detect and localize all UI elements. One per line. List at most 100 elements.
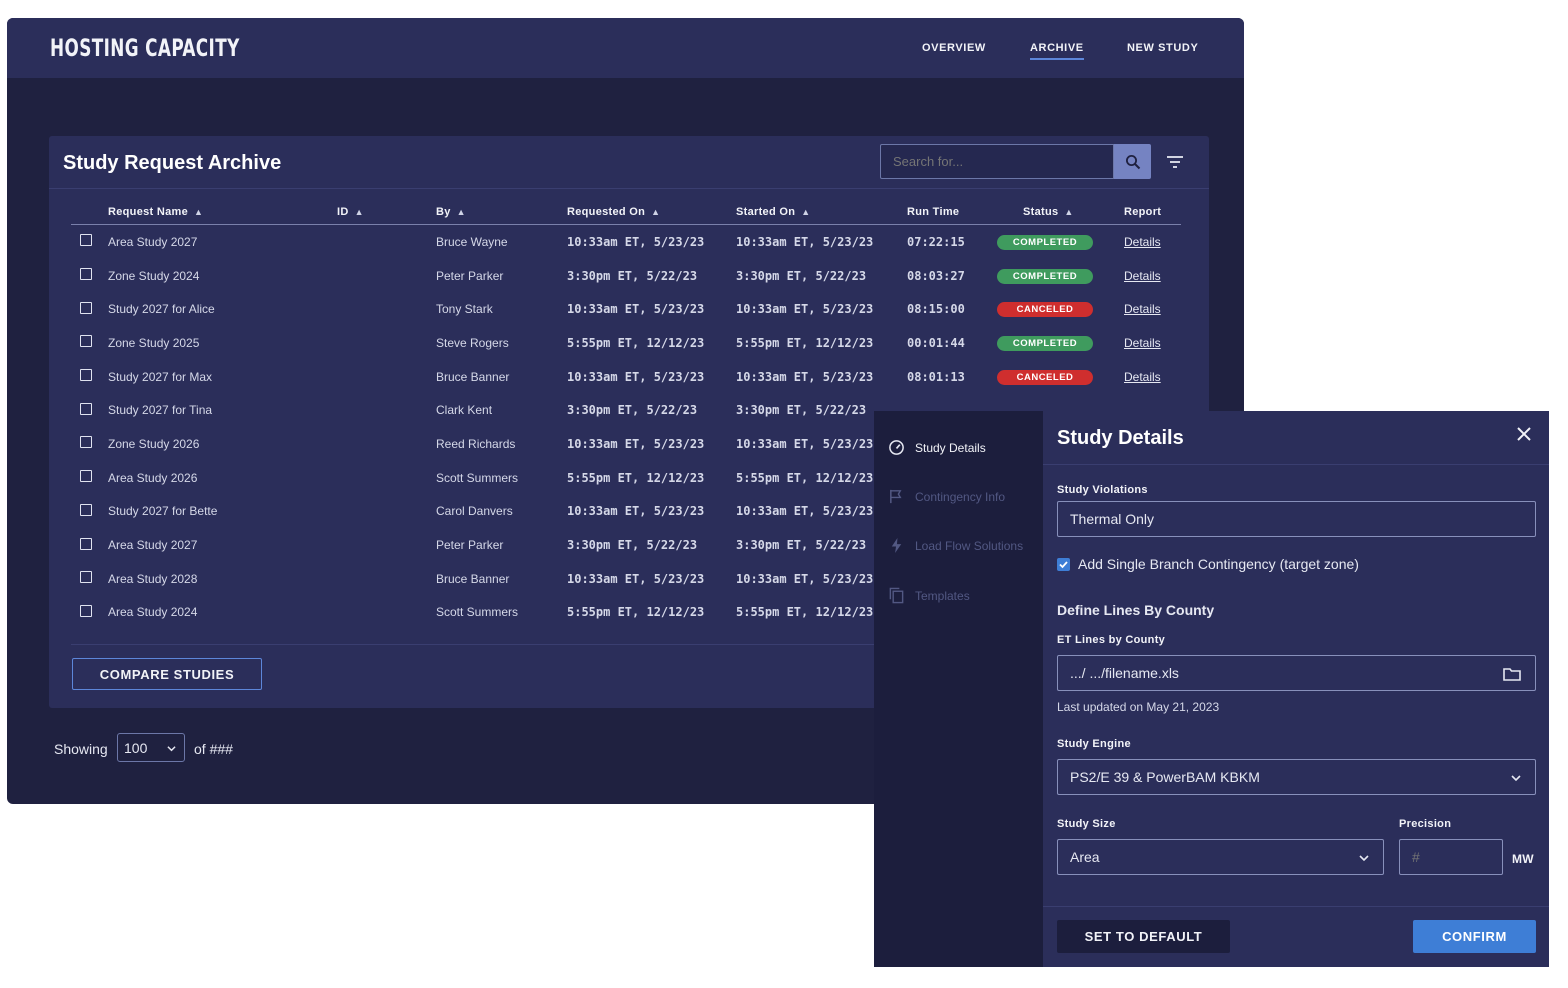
last-updated-text: Last updated on May 21, 2023 [1057,700,1220,714]
nav-new-study[interactable]: NEW STUDY [1127,42,1199,54]
table-row[interactable]: Area Study 2026 Scott Summers 5:55pm ET, 1… [71,461,1181,495]
details-link[interactable]: Details [1124,268,1161,283]
confirm-button[interactable]: CONFIRM [1413,920,1536,953]
close-icon[interactable] [1515,425,1533,443]
cell-by: Carol Danvers [436,504,513,519]
cell-by: Bruce Wayne [436,234,508,249]
modal-nav-load-flow-solutions[interactable]: Load Flow Solutions [888,537,1023,554]
gauge-icon [889,440,904,455]
table-row[interactable]: Zone Study 2024 Peter Parker 3:30pm ET, 5/… [71,259,1181,293]
row-checkbox[interactable] [80,436,92,449]
details-link[interactable]: Details [1124,369,1161,384]
cell-by: Scott Summers [436,470,519,485]
page-size-select[interactable]: 100 [117,733,185,762]
cell-requested-on: 10:33am ET, 5/23/23 [567,369,705,384]
sort-icon: ▲︎ [651,207,661,218]
col-by[interactable]: By ▲︎ [436,200,567,225]
archive-title: Study Request Archive [63,152,282,174]
row-checkbox[interactable] [80,537,92,550]
precision-unit: MW [1512,852,1534,866]
cell-requested-on: 5:55pm ET, 12/12/23 [567,605,705,620]
cell-status: CANCELED [997,292,1124,326]
row-checkbox[interactable] [80,234,92,247]
details-link[interactable]: Details [1124,335,1161,350]
copy-icon [889,587,904,604]
row-checkbox[interactable] [80,402,92,415]
table-row[interactable]: Area Study 2027 Peter Parker 3:30pm ET, 5/… [71,528,1181,562]
cell-requested-on: 10:33am ET, 5/23/23 [567,504,705,519]
set-to-default-button[interactable]: SET TO DEFAULT [1057,920,1230,953]
status-badge: COMPLETED [997,268,1093,284]
bolt-icon [891,537,902,554]
col-started-on[interactable]: Started On ▲︎ [736,200,907,225]
row-checkbox[interactable] [80,571,92,584]
row-checkbox[interactable] [80,369,92,382]
nav-archive[interactable]: ARCHIVE [1030,42,1084,60]
table-row[interactable]: Area Study 2028 Bruce Banner 10:33am ET, 5… [71,562,1181,596]
study-engine-select[interactable]: PS2/E 39 & PowerBAM KBKM [1057,759,1536,795]
col-run-time: Run Time [907,200,997,225]
define-lines-title: Define Lines By County [1057,602,1215,618]
search-button[interactable] [1114,144,1151,179]
modal-nav-study-details[interactable]: Study Details [888,439,986,456]
cell-run-time: 08:15:00 [907,302,965,317]
modal-nav-templates[interactable]: Templates [888,587,970,604]
single-branch-checkbox[interactable]: Add Single Branch Contingency (target zo… [1057,556,1359,572]
table-row[interactable]: Study 2027 for Alice Tony Stark 10:33am ET… [71,292,1181,326]
col-report: Report [1124,200,1181,225]
table-row[interactable]: Area Study 2024 Scott Summers 5:55pm ET, 1… [71,596,1181,630]
cell-requested-on: 10:33am ET, 5/23/23 [567,234,705,249]
cell-run-time: 07:22:15 [907,234,965,249]
table-row[interactable]: Study 2027 for Max Bruce Banner 10:33am ET… [71,360,1181,394]
cell-run-time: 08:03:27 [907,268,965,283]
col-requested-on[interactable]: Requested On ▲︎ [567,200,736,225]
row-checkbox[interactable] [80,604,92,617]
row-checkbox[interactable] [80,335,92,348]
col-status[interactable]: Status ▲︎ [997,200,1124,225]
row-checkbox[interactable] [80,301,92,314]
row-checkbox[interactable] [80,268,92,281]
table-row[interactable]: Zone Study 2025 Steve Rogers 5:55pm ET, 12… [71,326,1181,360]
search-input[interactable] [880,144,1114,179]
cell-by: Tony Stark [436,302,493,317]
cell-started-on: 10:33am ET, 5/23/23 [736,302,874,317]
row-checkbox[interactable] [80,503,92,516]
study-violations-field[interactable]: Thermal Only [1057,501,1536,537]
nav-overview[interactable]: OVERVIEW [922,42,986,54]
filter-icon[interactable] [1164,151,1186,173]
cell-by: Bruce Banner [436,369,510,384]
col-id[interactable]: ID ▲︎ [337,200,436,225]
status-badge: CANCELED [997,369,1093,385]
cell-started-on: 10:33am ET, 5/23/23 [736,571,874,586]
cell-started-on: 10:33am ET, 5/23/23 [736,234,874,249]
table-row[interactable]: Study 2027 for Tina Clark Kent 3:30pm ET, … [71,393,1181,427]
details-link[interactable]: Details [1124,234,1161,249]
cell-requested-on: 5:55pm ET, 12/12/23 [567,470,705,485]
cell-status: COMPLETED [997,326,1124,360]
compare-studies-button[interactable]: COMPARE STUDIES [72,658,262,690]
table-row[interactable]: Study 2027 for Bette Carol Danvers 10:33am… [71,495,1181,529]
col-request-name[interactable]: Request Name ▲︎ [108,200,337,225]
cell-request-name: Zone Study 2025 [108,335,200,350]
table-row[interactable]: Zone Study 2026 Reed Richards 10:33am ET, … [71,427,1181,461]
row-checkbox[interactable] [80,470,92,483]
details-link[interactable]: Details [1124,302,1161,317]
cell-requested-on: 3:30pm ET, 5/22/23 [567,403,698,418]
study-size-select[interactable]: Area [1057,839,1384,875]
cell-requested-on: 10:33am ET, 5/23/23 [567,436,705,451]
cell-id [337,461,436,495]
et-lines-file-field[interactable]: .../ .../filename.xls [1057,655,1536,691]
folder-icon[interactable] [1503,667,1521,681]
cell-status: COMPLETED [997,259,1124,293]
table-row[interactable]: Area Study 2027 Bruce Wayne 10:33am ET, 5/… [71,225,1181,259]
et-lines-label: ET Lines by County [1057,634,1166,646]
cell-started-on: 10:33am ET, 5/23/23 [736,436,874,451]
cell-request-name: Study 2027 for Bette [108,504,218,519]
sort-icon: ▲︎ [354,207,364,218]
modal-nav-contingency-info[interactable]: Contingency Info [888,488,1005,505]
precision-input[interactable] [1399,839,1503,875]
cell-request-name: Area Study 2024 [108,605,198,620]
cell-id [337,528,436,562]
archive-table: Request Name ▲︎ ID ▲︎ By ▲︎ Requested On ▲︎ … [71,200,1181,629]
cell-report: Details [1124,259,1181,293]
